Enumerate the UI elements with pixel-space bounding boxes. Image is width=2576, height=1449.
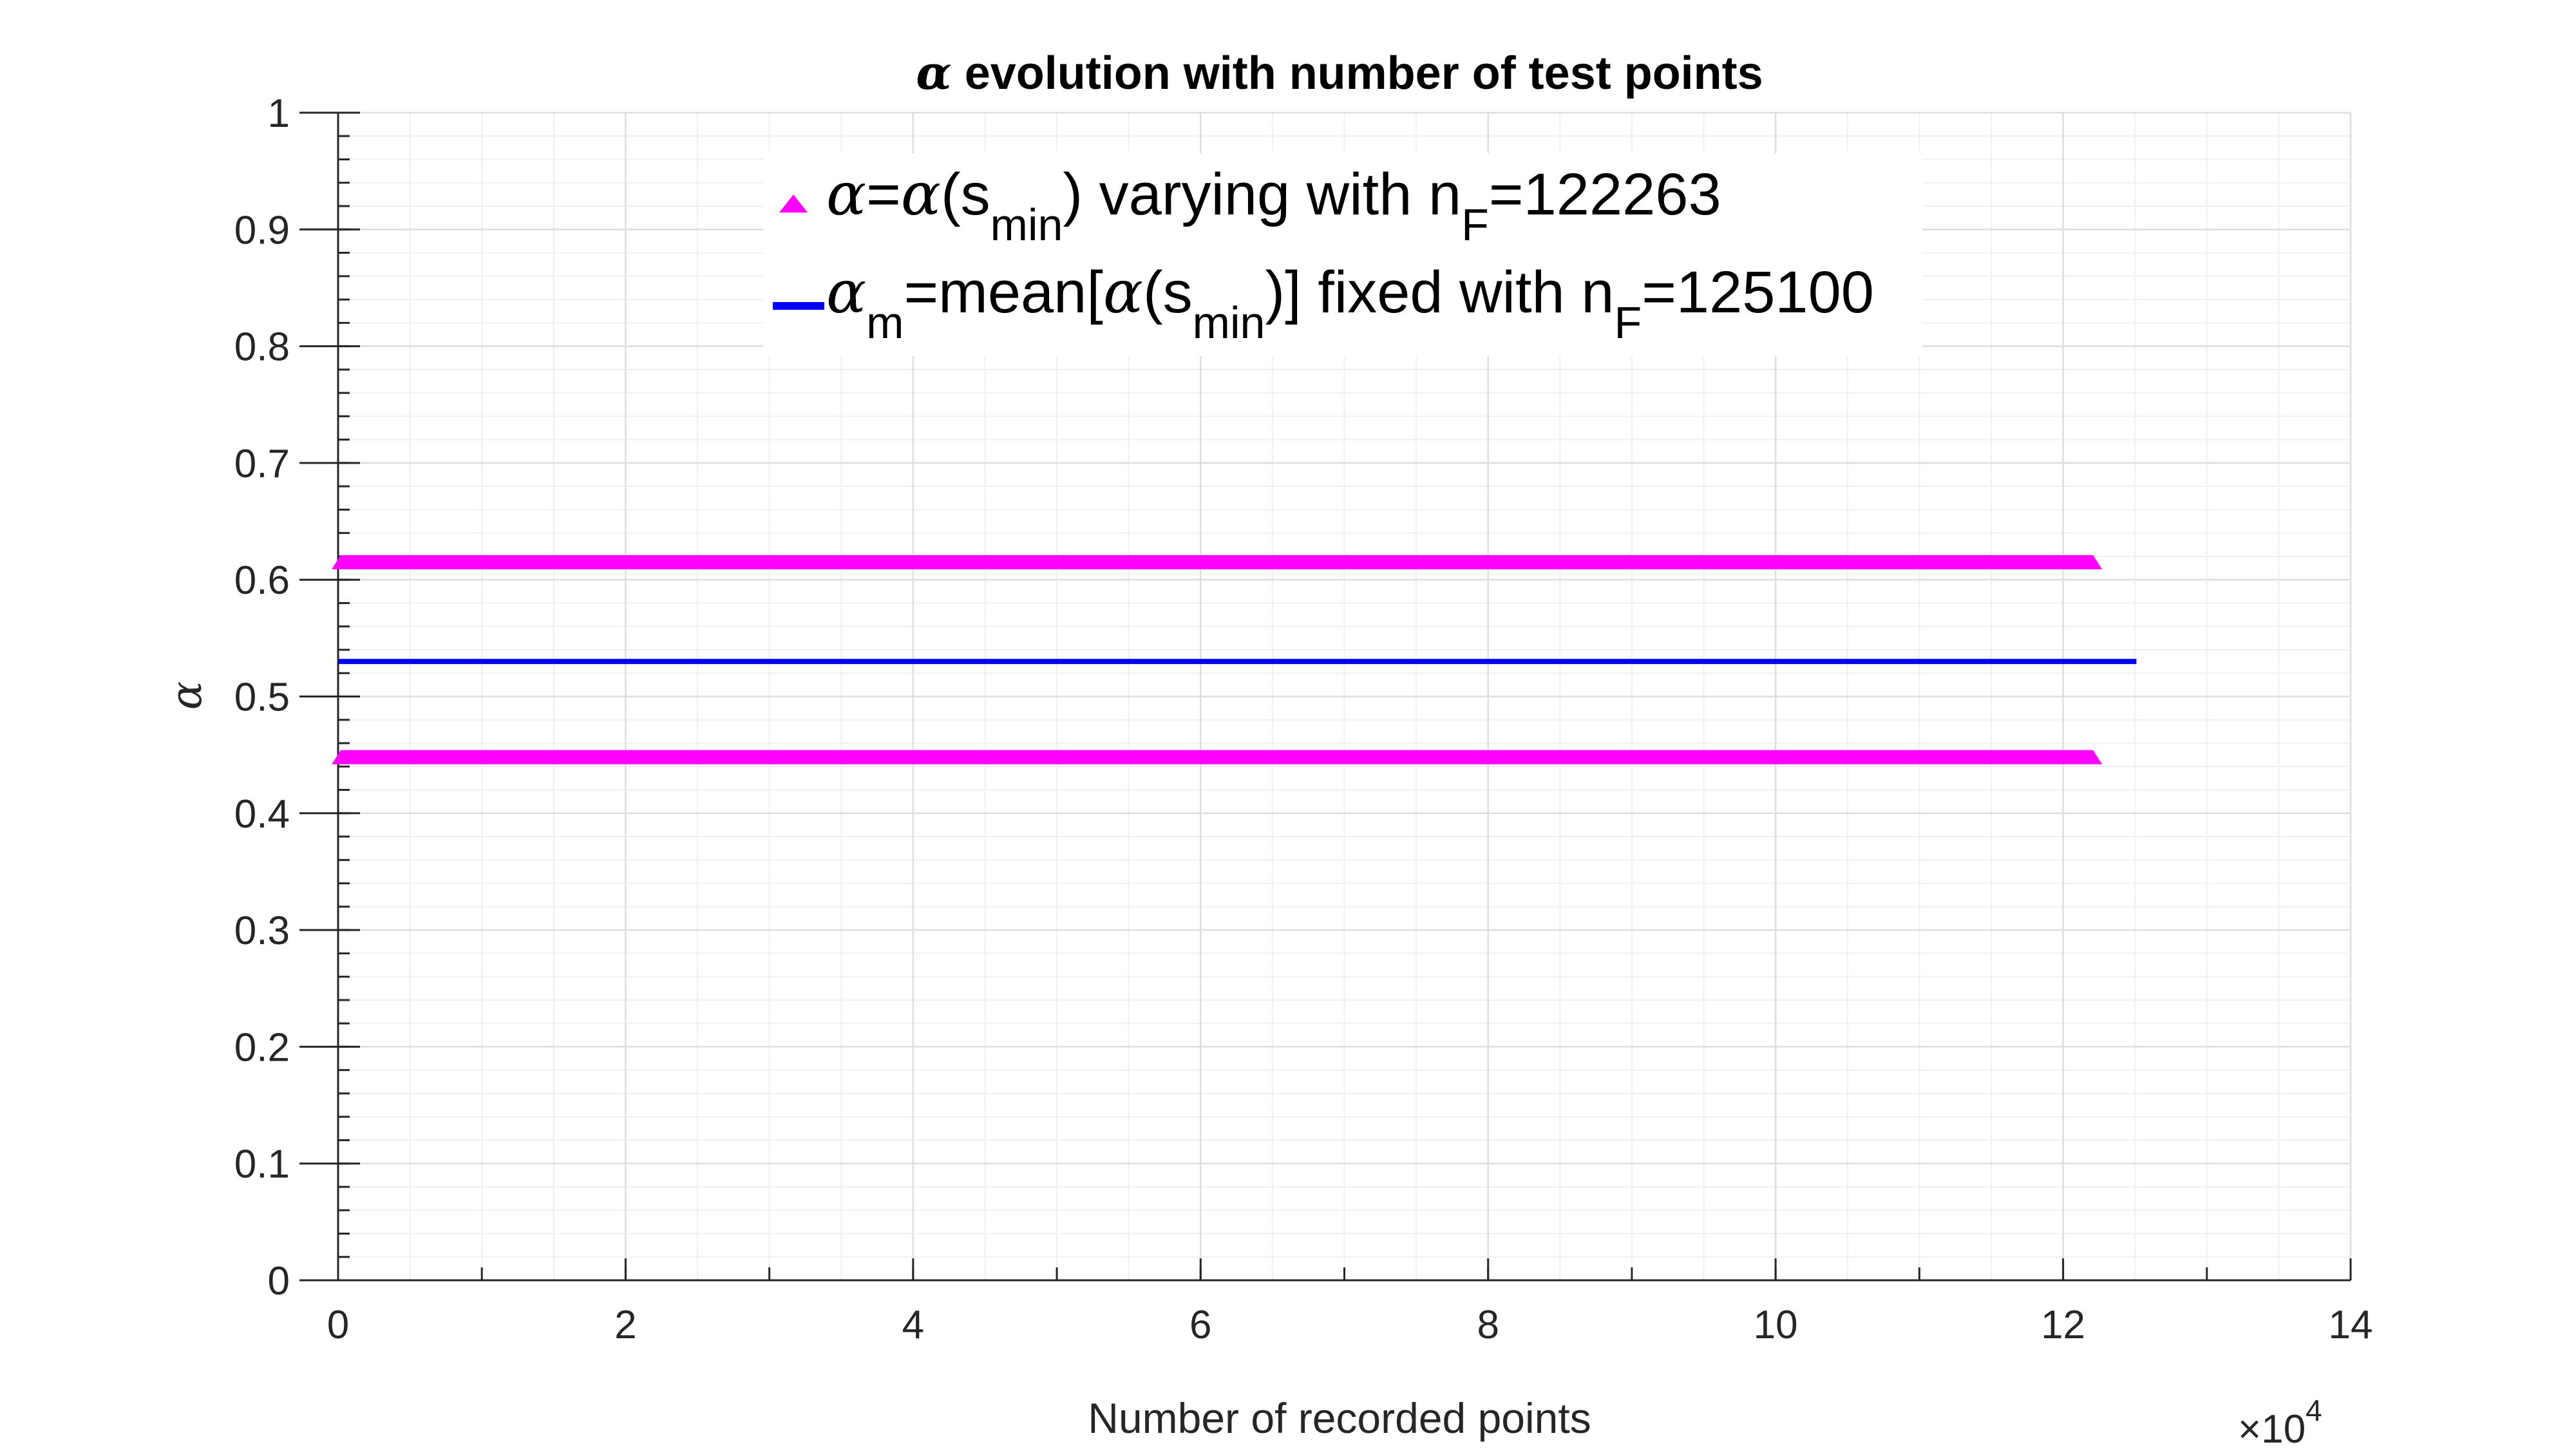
- y-tick-label: 0.3: [234, 909, 290, 953]
- x-tick-label: 0: [327, 1303, 349, 1347]
- legend-2-mid: )] fixed with n: [1265, 260, 1614, 325]
- x-tick-label: 10: [1754, 1303, 1798, 1347]
- x-tick-label: 6: [1189, 1303, 1211, 1347]
- legend-1-symbol-2: α: [901, 160, 941, 229]
- y-tick-label: 0.4: [234, 792, 290, 837]
- x-exponent-label: ×104: [2238, 1394, 2322, 1449]
- title-symbol: α: [916, 45, 951, 100]
- legend-2-symbol-2: α: [1103, 258, 1143, 327]
- x-tick-label: 2: [614, 1303, 636, 1347]
- x-exponent-base: ×10: [2238, 1407, 2306, 1449]
- x-exponent-power: 4: [2306, 1394, 2322, 1427]
- axes: [299, 111, 2352, 1282]
- legend-1-sub-min: min: [990, 200, 1063, 250]
- x-tick-label: 8: [1477, 1303, 1499, 1347]
- legend-marker-triangle: [779, 194, 808, 213]
- y-tick-label: 0: [268, 1259, 290, 1303]
- legend-1-open: (s: [941, 162, 990, 227]
- legend-2-eq: =mean[: [904, 260, 1103, 325]
- legend-2-sub-min: min: [1193, 298, 1265, 348]
- x-tick-label: 14: [2329, 1303, 2373, 1347]
- y-tick-label: 0.5: [234, 676, 290, 720]
- x-tick-label: 4: [902, 1303, 924, 1347]
- y-tick-label: 0.1: [234, 1142, 290, 1187]
- legend-box: [763, 153, 1922, 356]
- legend-entry-1: α=α(smin) varying with nF=122263: [826, 160, 1721, 250]
- legend-1-end: =122263: [1489, 162, 1721, 227]
- y-tick-labels: 0 0.1 0.2 0.3 0.4 0.5 0.6 0.7 0.8 0.9 1: [234, 91, 290, 1303]
- y-axis-label: α: [162, 681, 211, 710]
- series-layer: [332, 555, 2137, 764]
- y-tick-label: 1: [268, 91, 290, 136]
- legend: α=α(smin) varying with nF=122263 αm=mean…: [763, 153, 1922, 356]
- y-tick-label: 0.2: [234, 1025, 290, 1070]
- legend-2-end: =125100: [1642, 260, 1874, 325]
- legend-2-open: (s: [1143, 260, 1193, 325]
- y-tick-label: 0.8: [234, 325, 290, 370]
- x-tick-labels: 0 2 4 6 8 10 12 14: [327, 1303, 2373, 1347]
- series-alpha-marker-band: [332, 750, 2103, 764]
- legend-1-mid: ) varying with n: [1063, 162, 1461, 227]
- legend-2-sub-m: m: [866, 298, 904, 348]
- legend-1-symbol: α: [826, 160, 866, 229]
- y-tick-label: 0.9: [234, 208, 290, 252]
- x-tick-label: 12: [2041, 1303, 2085, 1347]
- title-text: evolution with number of test points: [952, 48, 1763, 99]
- y-tick-label: 0.6: [234, 558, 290, 603]
- y-tick-label: 0.7: [234, 442, 290, 486]
- x-axis-label: Number of recorded points: [1088, 1394, 1591, 1442]
- legend-entry-2: αm=mean[α(smin)] fixed with nF=125100: [826, 258, 1874, 348]
- chart-title: α evolution with number of test points: [916, 45, 1763, 100]
- legend-1-sub-f: F: [1461, 200, 1489, 250]
- legend-1-eq: =: [866, 162, 901, 227]
- legend-2-sub-f: F: [1614, 298, 1642, 348]
- series-alpha-marker-band: [332, 555, 2103, 570]
- legend-2-symbol: α: [826, 258, 866, 327]
